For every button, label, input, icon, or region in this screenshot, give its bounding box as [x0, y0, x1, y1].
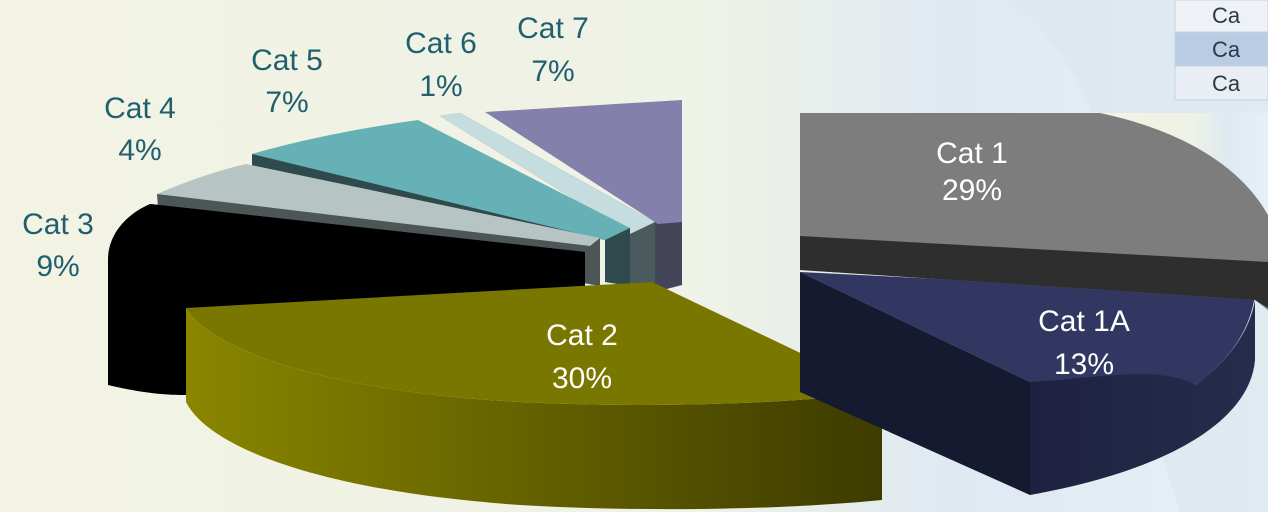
slice-value-cat-6: 1% [419, 70, 462, 103]
slice-label-cat-6: Cat 6 [405, 27, 477, 60]
slice-side [1030, 300, 1255, 495]
slice-cat-5 [252, 120, 630, 286]
slice-value-cat-2: 30% [552, 362, 612, 395]
slice-cat-6 [440, 113, 655, 292]
legend: Ca Ca Ca [1174, 0, 1268, 101]
legend-entry: Ca [1212, 37, 1241, 62]
slice-side [186, 308, 882, 510]
slice-top [800, 272, 1255, 385]
legend-row [1174, 0, 1268, 33]
slice-top [252, 120, 630, 240]
slice-label-cat-7: Cat 7 [517, 12, 589, 45]
slice-value-cat-5: 7% [265, 86, 308, 119]
slice-cat-1a [800, 272, 1255, 495]
slice-label-cat-1a: Cat 1A [1038, 305, 1130, 338]
slice-top [440, 113, 655, 234]
slice-top [186, 282, 882, 405]
slice-value-cat-7: 7% [531, 55, 574, 88]
legend-entry: Ca [1212, 3, 1241, 28]
slice-cat-2 [186, 282, 882, 510]
slice-value-cat-3: 9% [36, 250, 79, 283]
legend-row [1174, 31, 1268, 67]
slice-inner-face [800, 272, 1030, 495]
slice-label-cat-4: Cat 4 [104, 92, 176, 125]
slice-label-cat-1: Cat 1 [936, 137, 1008, 170]
slice-side [800, 236, 1268, 308]
slice-value-cat-1: 29% [942, 174, 1002, 207]
slice-label-cat-3: Cat 3 [22, 208, 94, 241]
legend-entry: Ca [1212, 71, 1241, 96]
slice-label-cat-2: Cat 2 [546, 319, 618, 352]
slice-value-cat-4: 4% [118, 134, 161, 167]
slice-cat-1 [800, 113, 1268, 310]
slice-cat-7 [485, 100, 682, 292]
legend-row [1174, 65, 1268, 101]
data-labels: Cat 1 29% Cat 1A 13% Cat 2 30% Cat 3 9% … [22, 12, 1130, 395]
slice-edge-mask [1100, 113, 1268, 215]
slice-top [485, 100, 682, 224]
slice-label-cat-5: Cat 5 [251, 44, 323, 77]
slice-top [157, 164, 600, 246]
slice-value-cat-1a: 13% [1054, 348, 1114, 381]
